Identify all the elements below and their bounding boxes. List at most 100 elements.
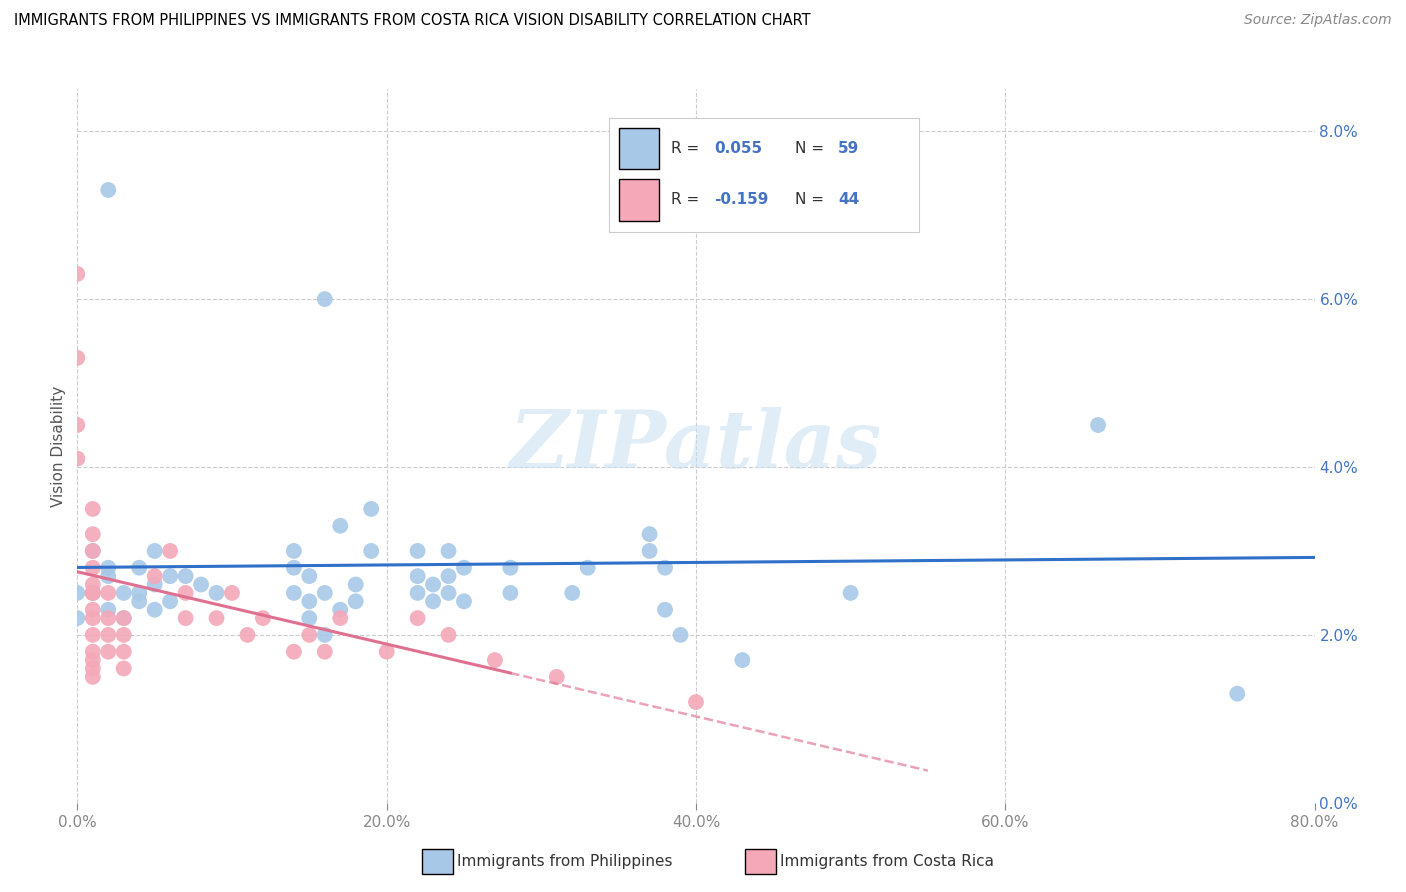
Point: [283, 560, 305, 574]
Text: R =: R =: [671, 141, 699, 156]
Point: [82, 670, 104, 684]
Point: [406, 544, 429, 558]
Point: [143, 603, 166, 617]
Text: N =: N =: [794, 141, 824, 156]
Point: [344, 594, 367, 608]
Point: [638, 527, 661, 541]
Point: [143, 544, 166, 558]
Point: [314, 628, 336, 642]
Text: Immigrants from Philippines: Immigrants from Philippines: [457, 855, 672, 869]
Point: [174, 569, 197, 583]
Point: [112, 611, 135, 625]
Point: [329, 603, 352, 617]
Text: R =: R =: [671, 193, 699, 208]
Point: [437, 628, 460, 642]
Point: [484, 653, 506, 667]
Point: [453, 560, 475, 574]
Text: N =: N =: [794, 193, 824, 208]
Point: [82, 603, 104, 617]
Point: [406, 586, 429, 600]
Point: [97, 569, 120, 583]
Point: [546, 670, 568, 684]
Point: [499, 586, 522, 600]
Point: [839, 586, 862, 600]
Point: [97, 628, 120, 642]
Point: [406, 569, 429, 583]
Text: Source: ZipAtlas.com: Source: ZipAtlas.com: [1244, 13, 1392, 28]
Point: [143, 569, 166, 583]
Point: [329, 611, 352, 625]
Point: [314, 292, 336, 306]
Point: [283, 645, 305, 659]
Point: [375, 645, 398, 659]
FancyBboxPatch shape: [619, 179, 659, 220]
Point: [82, 544, 104, 558]
Point: [190, 577, 212, 591]
Point: [499, 560, 522, 574]
Point: [298, 628, 321, 642]
Point: [97, 645, 120, 659]
Point: [298, 611, 321, 625]
Point: [437, 586, 460, 600]
Point: [221, 586, 243, 600]
Point: [112, 661, 135, 675]
Point: [669, 628, 692, 642]
Point: [82, 611, 104, 625]
Point: [453, 594, 475, 608]
Point: [82, 653, 104, 667]
Point: [82, 544, 104, 558]
Point: [360, 502, 382, 516]
Point: [205, 611, 228, 625]
Point: [66, 351, 89, 365]
Point: [731, 653, 754, 667]
Text: 0.055: 0.055: [714, 141, 762, 156]
Point: [174, 611, 197, 625]
Point: [97, 560, 120, 574]
Point: [66, 611, 89, 625]
Point: [406, 611, 429, 625]
Point: [82, 577, 104, 591]
Point: [82, 586, 104, 600]
Point: [128, 586, 150, 600]
Text: ZIPatlas: ZIPatlas: [510, 408, 882, 484]
Point: [128, 560, 150, 574]
Text: IMMIGRANTS FROM PHILIPPINES VS IMMIGRANTS FROM COSTA RICA VISION DISABILITY CORR: IMMIGRANTS FROM PHILIPPINES VS IMMIGRANT…: [14, 13, 811, 29]
Point: [654, 603, 676, 617]
Point: [128, 594, 150, 608]
Point: [82, 502, 104, 516]
Point: [174, 586, 197, 600]
Point: [82, 628, 104, 642]
Point: [66, 451, 89, 466]
Point: [112, 628, 135, 642]
Point: [159, 569, 181, 583]
Y-axis label: Vision Disability: Vision Disability: [51, 385, 66, 507]
Point: [97, 611, 120, 625]
Point: [1226, 687, 1249, 701]
Point: [422, 577, 444, 591]
Point: [143, 577, 166, 591]
Point: [82, 527, 104, 541]
Text: 59: 59: [838, 141, 859, 156]
Point: [638, 544, 661, 558]
Point: [82, 661, 104, 675]
Point: [283, 586, 305, 600]
Point: [685, 695, 707, 709]
Text: -0.159: -0.159: [714, 193, 769, 208]
Point: [654, 560, 676, 574]
Point: [437, 569, 460, 583]
Point: [82, 586, 104, 600]
Point: [66, 267, 89, 281]
FancyBboxPatch shape: [619, 128, 659, 169]
Point: [236, 628, 259, 642]
Point: [576, 560, 599, 574]
Point: [298, 569, 321, 583]
Point: [422, 594, 444, 608]
Point: [561, 586, 583, 600]
Point: [82, 586, 104, 600]
Point: [97, 183, 120, 197]
Point: [329, 518, 352, 533]
Point: [437, 544, 460, 558]
Text: 44: 44: [838, 193, 859, 208]
Point: [112, 586, 135, 600]
Point: [66, 417, 89, 432]
